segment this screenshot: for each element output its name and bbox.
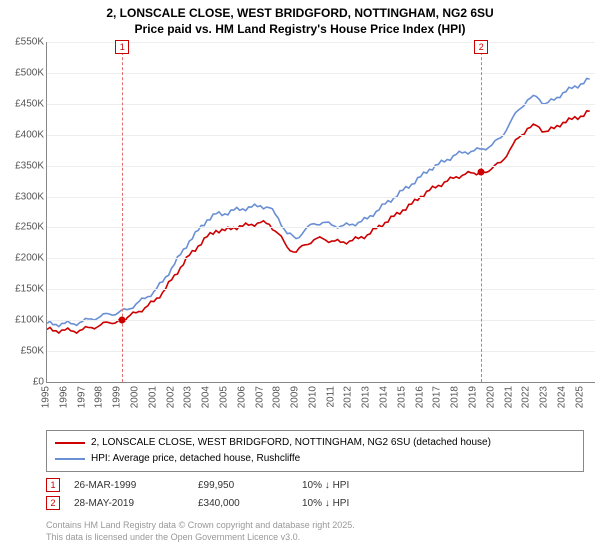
x-tick-label: 2006	[236, 386, 247, 408]
legend-swatch-price	[55, 442, 85, 444]
y-tick-label: £350K	[15, 160, 44, 171]
attribution-line2: This data is licensed under the Open Gov…	[46, 532, 355, 544]
gridline	[47, 73, 595, 74]
x-tick-label: 2003	[183, 386, 194, 408]
event-delta: 10% ↓ HPI	[302, 498, 349, 509]
x-tick-label: 2025	[574, 386, 585, 408]
x-tick-label: 2014	[379, 386, 390, 408]
legend-row-hpi: HPI: Average price, detached house, Rush…	[55, 451, 575, 467]
y-tick-label: £300K	[15, 191, 44, 202]
gridline	[47, 104, 595, 105]
gridline	[47, 258, 595, 259]
event-point	[478, 168, 485, 175]
x-axis: 1995199619971998199920002001200220032004…	[46, 382, 594, 422]
y-tick-label: £400K	[15, 129, 44, 140]
x-tick-label: 2015	[396, 386, 407, 408]
event-point	[119, 317, 126, 324]
x-tick-label: 2008	[272, 386, 283, 408]
x-tick-label: 2018	[450, 386, 461, 408]
x-tick-label: 2010	[307, 386, 318, 408]
gridline	[47, 135, 595, 136]
chart-title: 2, LONSCALE CLOSE, WEST BRIDGFORD, NOTTI…	[0, 0, 600, 37]
x-tick-label: 2005	[218, 386, 229, 408]
legend: 2, LONSCALE CLOSE, WEST BRIDGFORD, NOTTI…	[46, 430, 584, 472]
event-marker: 2	[474, 40, 488, 54]
x-tick-label: 2020	[485, 386, 496, 408]
y-tick-label: £450K	[15, 98, 44, 109]
chart: £0£50K£100K£150K£200K£250K£300K£350K£400…	[0, 42, 600, 422]
x-tick-label: 2013	[361, 386, 372, 408]
y-tick-label: £50K	[21, 346, 44, 357]
legend-label-hpi: HPI: Average price, detached house, Rush…	[91, 451, 300, 467]
event-price: £99,950	[198, 480, 288, 491]
series-svg	[47, 42, 595, 382]
event-badge: 1	[46, 478, 60, 492]
x-tick-label: 1999	[112, 386, 123, 408]
x-tick-label: 2016	[414, 386, 425, 408]
y-axis: £0£50K£100K£150K£200K£250K£300K£350K£400…	[0, 42, 46, 382]
y-tick-label: £150K	[15, 284, 44, 295]
attribution-line1: Contains HM Land Registry data © Crown c…	[46, 520, 355, 532]
event-row: 1 26-MAR-1999 £99,950 10% ↓ HPI	[46, 476, 349, 494]
x-tick-label: 2004	[201, 386, 212, 408]
x-tick-label: 2002	[165, 386, 176, 408]
attribution: Contains HM Land Registry data © Crown c…	[46, 520, 355, 543]
x-tick-label: 2021	[503, 386, 514, 408]
x-tick-label: 1998	[94, 386, 105, 408]
gridline	[47, 197, 595, 198]
legend-swatch-hpi	[55, 458, 85, 460]
event-delta: 10% ↓ HPI	[302, 480, 349, 491]
x-tick-label: 2012	[343, 386, 354, 408]
y-tick-label: £500K	[15, 67, 44, 78]
gridline	[47, 320, 595, 321]
x-tick-label: 2023	[539, 386, 550, 408]
event-line	[122, 42, 123, 382]
event-marker: 1	[115, 40, 129, 54]
x-tick-label: 2000	[129, 386, 140, 408]
title-line2: Price paid vs. HM Land Registry's House …	[0, 22, 600, 38]
event-badge: 2	[46, 496, 60, 510]
legend-label-price: 2, LONSCALE CLOSE, WEST BRIDGFORD, NOTTI…	[91, 435, 491, 451]
event-row: 2 28-MAY-2019 £340,000 10% ↓ HPI	[46, 494, 349, 512]
y-tick-label: £200K	[15, 253, 44, 264]
x-tick-label: 1996	[58, 386, 69, 408]
y-tick-label: £550K	[15, 37, 44, 48]
event-date: 26-MAR-1999	[74, 480, 184, 491]
series-line-price_paid	[47, 111, 590, 333]
y-tick-label: £250K	[15, 222, 44, 233]
x-tick-label: 1995	[41, 386, 52, 408]
event-price: £340,000	[198, 498, 288, 509]
x-tick-label: 2022	[521, 386, 532, 408]
x-tick-label: 2024	[556, 386, 567, 408]
x-tick-label: 2019	[468, 386, 479, 408]
plot-area: 12	[46, 42, 595, 383]
x-tick-label: 2007	[254, 386, 265, 408]
event-date: 28-MAY-2019	[74, 498, 184, 509]
gridline	[47, 227, 595, 228]
gridline	[47, 289, 595, 290]
x-tick-label: 2011	[325, 386, 336, 408]
x-tick-label: 2001	[147, 386, 158, 408]
event-line	[481, 42, 482, 382]
x-tick-label: 2017	[432, 386, 443, 408]
y-tick-label: £100K	[15, 315, 44, 326]
title-line1: 2, LONSCALE CLOSE, WEST BRIDGFORD, NOTTI…	[0, 6, 600, 22]
legend-row-price: 2, LONSCALE CLOSE, WEST BRIDGFORD, NOTTI…	[55, 435, 575, 451]
gridline	[47, 351, 595, 352]
x-tick-label: 2009	[290, 386, 301, 408]
events-table: 1 26-MAR-1999 £99,950 10% ↓ HPI 2 28-MAY-2019…	[46, 476, 349, 512]
x-tick-label: 1997	[76, 386, 87, 408]
gridline	[47, 166, 595, 167]
